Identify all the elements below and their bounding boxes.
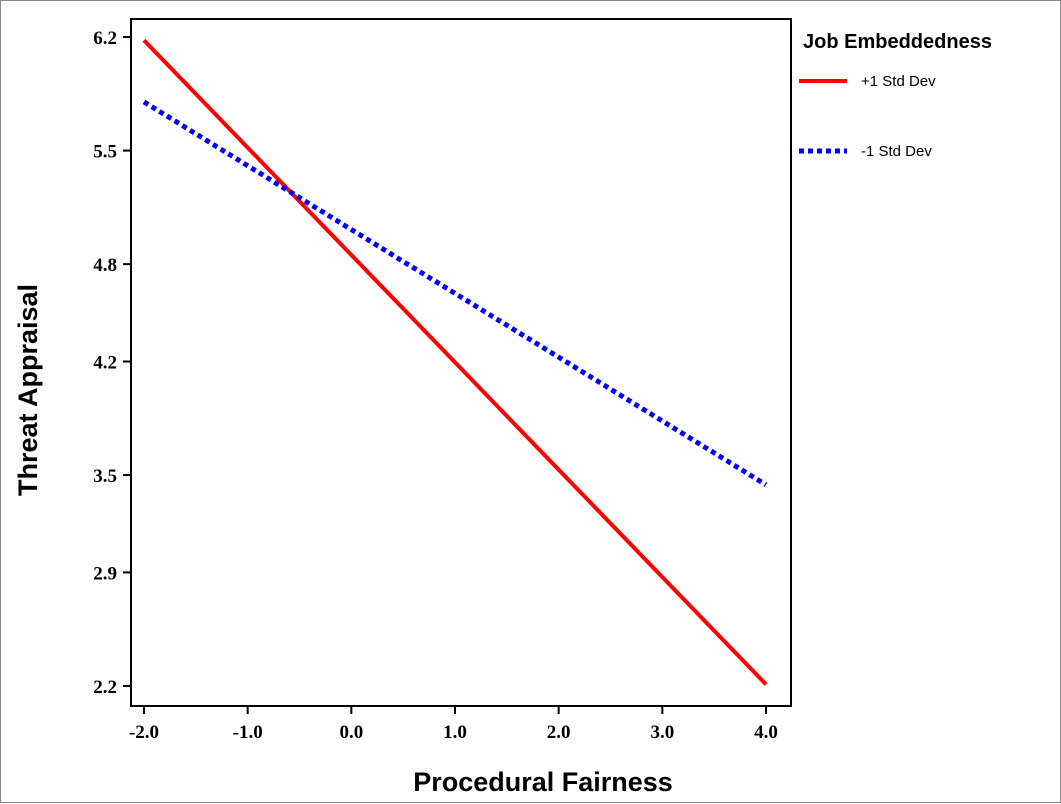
- x-tick-label: 3.0: [650, 722, 674, 743]
- y-tick-label: 6.2: [93, 28, 117, 49]
- legend-items: +1 Std Dev -1 Std Dev: [799, 73, 936, 160]
- legend-title: Job Embeddedness: [803, 31, 992, 53]
- x-tick-label: 1.0: [443, 722, 467, 743]
- legend: Job Embeddedness +1 Std Dev -1 Std Dev: [799, 31, 992, 160]
- y-tick-label: 5.5: [93, 142, 117, 163]
- x-axis-title: Procedural Fairness: [413, 767, 673, 797]
- y-tick-label: 2.2: [93, 677, 117, 698]
- y-axis: 2.2 2.9 3.5 4.2 4.8 5.5 6.2: [93, 28, 131, 698]
- legend-label: -1 Std Dev: [861, 143, 932, 160]
- series-line-plus-1-std-dev: [142, 38, 768, 686]
- legend-label: +1 Std Dev: [861, 73, 936, 90]
- x-tick-label: -2.0: [129, 722, 159, 743]
- y-tick-label: 4.8: [93, 255, 117, 276]
- series-line-minus-1-std-dev: [142, 99, 768, 487]
- x-tick-label: 0.0: [339, 722, 363, 743]
- x-tick-label: -1.0: [233, 722, 263, 743]
- y-axis-title: Threat Appraisal: [13, 284, 43, 496]
- plot-area-border: [130, 18, 792, 707]
- x-tick-label: 2.0: [547, 722, 571, 743]
- y-tick-label: 2.9: [93, 563, 117, 584]
- series-layer: [142, 38, 768, 686]
- x-tick-label: 4.0: [754, 722, 778, 743]
- y-tick-label: 3.5: [93, 466, 117, 487]
- y-tick-label: 4.2: [93, 353, 117, 374]
- x-axis: -2.0 -1.0 0.0 1.0 2.0 3.0 4.0: [129, 706, 778, 743]
